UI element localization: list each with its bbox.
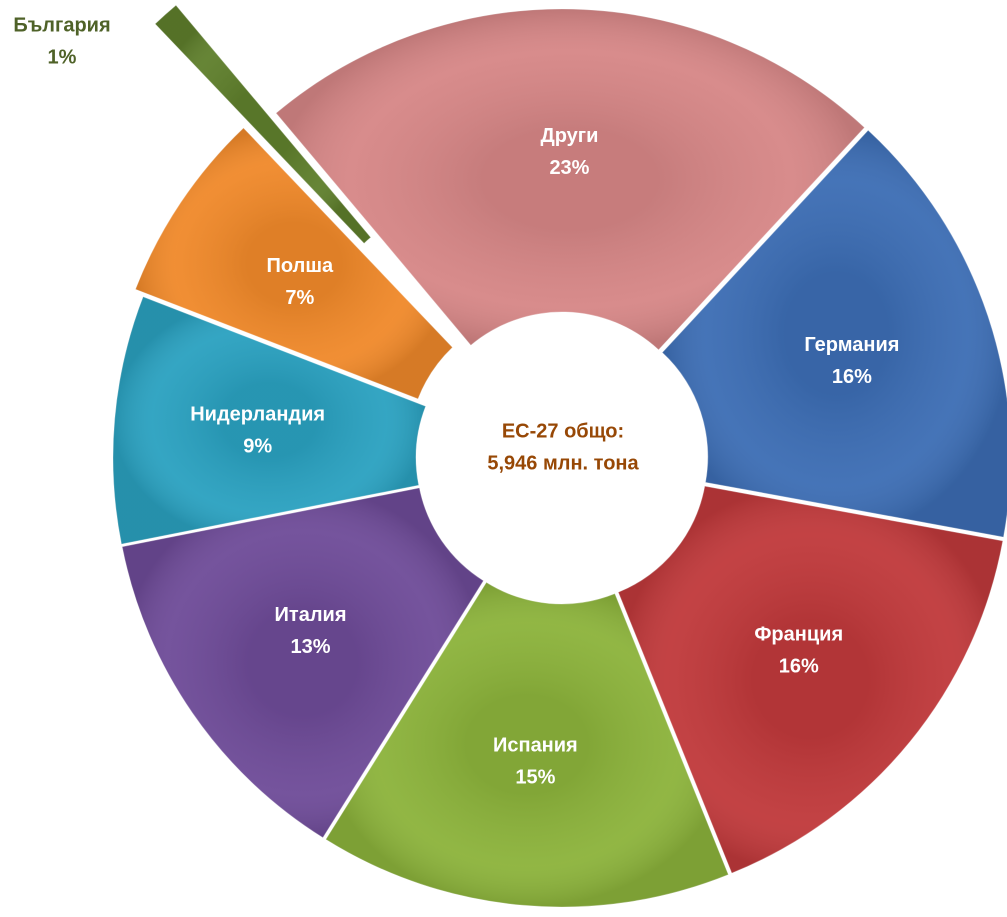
center-label: ЕС-27 общо: (502, 420, 624, 442)
slice-label: Франция (754, 623, 843, 645)
value-label: 9% (243, 436, 272, 458)
slice-label: Германия (804, 334, 899, 356)
slice-label: Италия (275, 604, 347, 626)
value-label: 16% (832, 366, 872, 388)
value-label: 15% (515, 767, 555, 789)
value-label: 23% (549, 157, 589, 179)
slice-label: България (13, 14, 110, 36)
slice-label: Други (540, 125, 598, 147)
value-label: 7% (285, 287, 314, 309)
center-label: 5,946 млн. тона (487, 452, 639, 474)
value-label: 13% (291, 636, 331, 658)
slice-label: Нидерландия (190, 404, 325, 426)
value-label: 16% (779, 655, 819, 677)
slice-label: Полша (267, 255, 334, 277)
value-label: 1% (48, 46, 77, 68)
slice-label: Испания (493, 735, 578, 757)
